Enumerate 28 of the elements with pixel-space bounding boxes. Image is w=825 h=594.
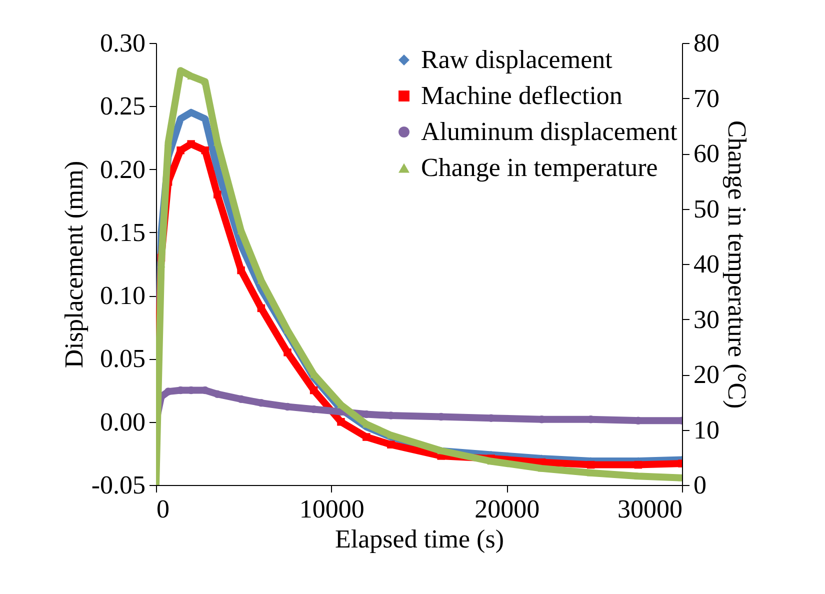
- y2-tick-label: 60: [694, 139, 720, 168]
- y-axis-title: Displacement (mm): [59, 160, 88, 368]
- y2-tick-label: 30: [694, 304, 720, 334]
- y-tick-label: 0.15: [100, 218, 146, 247]
- y2-axis-title: Change in temperature (°C): [722, 120, 752, 409]
- y2-tick-label: 40: [694, 250, 720, 278]
- y-tick-label: 0.20: [100, 154, 146, 184]
- legend-label: Aluminum displacement: [421, 117, 678, 146]
- y2-tick-label: 80: [694, 28, 720, 58]
- x-tick-label: 30000: [618, 494, 682, 524]
- legend-label: Change in temperature: [421, 153, 658, 182]
- y-tick-label: 0.10: [100, 281, 146, 310]
- y2-tick-label: 20: [694, 360, 720, 389]
- y2-tick-label: 50: [694, 194, 720, 224]
- x-tick-label: 0: [156, 494, 170, 524]
- legend-label: Machine deflection: [421, 81, 622, 110]
- y-tick-label: 0.05: [100, 344, 146, 374]
- legend-label: Raw displacement: [421, 45, 614, 74]
- x-axis-title: Elapsed time (s): [335, 524, 504, 554]
- y-tick-label: -0.05: [91, 470, 146, 500]
- y2-tick-label: 0: [694, 470, 706, 500]
- y-tick-label: 0.25: [100, 92, 146, 121]
- x-tick-label: 10000: [299, 494, 364, 524]
- x-tick-label: 20000: [474, 494, 540, 524]
- y2-tick-label: 10: [694, 415, 720, 444]
- y-tick-label: 0.30: [100, 28, 146, 58]
- y-tick-label: 0.00: [100, 407, 146, 436]
- y2-tick-label: 70: [694, 84, 720, 113]
